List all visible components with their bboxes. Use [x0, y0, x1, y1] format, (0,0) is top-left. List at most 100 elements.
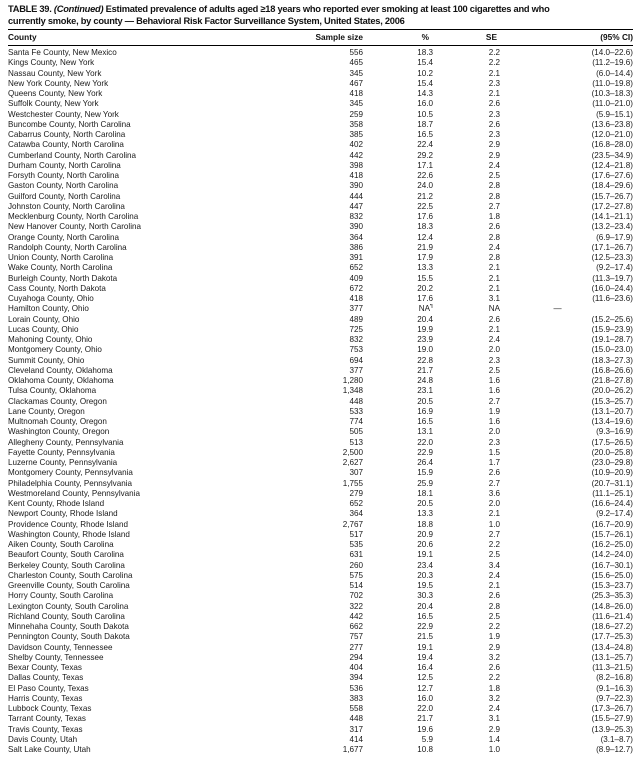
sample-size-cell: 505	[349, 427, 363, 437]
se-cell: 1.8	[488, 683, 500, 693]
table-row: Cabarrus County, North Carolina 385 16.5 2.…	[8, 130, 633, 140]
sample-size-cell: 345	[349, 68, 363, 78]
table-row: Philadelphia County, Pennsylvania 1,755 25…	[8, 479, 633, 489]
sample-size-cell: 517	[349, 529, 363, 539]
table-row: El Paso County, Texas 536 12.7 1.8 (9.1–16.3…	[8, 684, 633, 694]
percent-cell: 23.9	[417, 335, 433, 344]
se-cell: 1.6	[488, 417, 500, 426]
se-cell: 2.1	[488, 581, 500, 590]
county-cell: Luzerne County, Pennsylvania	[8, 458, 118, 467]
sample-size-cell: 322	[349, 601, 363, 611]
county-cell: Lane County, Oregon	[8, 406, 85, 416]
percent-cell: 19.4	[417, 652, 433, 662]
table-row: Richland County, South Carolina 442 16.5 2.…	[8, 612, 633, 622]
table-row: Luzerne County, Pennsylvania 2,627 26.4 1.7…	[8, 458, 633, 468]
se-cell: 2.3	[488, 78, 500, 88]
sample-size-cell: 394	[349, 673, 363, 683]
table-row: Salt Lake County, Utah 1,677 10.8 1.0 (8.9–1…	[8, 745, 633, 755]
table-row: Randolph County, North Carolina 386 21.9 2.…	[8, 243, 633, 253]
se-cell: 3.1	[488, 714, 500, 724]
ci-cell: (14.1–21.1)	[591, 212, 633, 221]
se-cell: 2.4	[488, 335, 500, 344]
table-row: Gaston County, North Carolina 390 24.0 2.8 (…	[8, 181, 633, 191]
se-cell: 1.7	[488, 458, 500, 467]
sample-size-cell: 725	[349, 324, 363, 334]
table-row: Clackamas County, Oregon 448 20.5 2.7 (15.3–…	[8, 397, 633, 407]
county-cell: Minnehaha County, South Dakota	[8, 622, 129, 631]
county-cell: New York County, New York	[8, 78, 109, 88]
ci-cell: (15.2–25.6)	[591, 314, 633, 324]
sample-size-cell: 385	[349, 130, 363, 139]
sample-size-cell: 391	[349, 253, 363, 262]
ci-cell: (12.0–21.0)	[591, 130, 633, 139]
table-row: Beaufort County, South Carolina 631 19.1 2.…	[8, 550, 633, 560]
column-header-county: County	[8, 29, 293, 46]
se-cell: 1.9	[488, 632, 500, 642]
county-cell: Fayette County, Pennsylvania	[8, 447, 115, 457]
ci-cell: (21.8–27.8)	[591, 376, 633, 385]
se-cell: 2.6	[488, 468, 500, 478]
ci-cell: (11.1–25.1)	[592, 488, 633, 498]
county-cell: Mahoning County, Ohio	[8, 335, 93, 344]
ci-cell: (6.9–17.9)	[596, 232, 633, 242]
sample-size-cell: 1,755	[342, 478, 363, 488]
table-row: Newport County, Rhode Island 364 13.3 2.1 (9…	[8, 509, 633, 519]
se-cell: 2.1	[488, 509, 500, 519]
table-row: Lucas County, Ohio 725 19.9 2.1 (15.9–23.9)	[8, 325, 633, 335]
county-cell: Lexington County, South Carolina	[8, 601, 129, 611]
sample-size-cell: 533	[349, 406, 363, 416]
sample-size-cell: 390	[349, 181, 363, 191]
table-row: Tulsa County, Oklahoma 1,348 23.1 1.6 (20.0–…	[8, 386, 633, 396]
sample-size-cell: 514	[349, 581, 363, 590]
county-cell: Randolph County, North Carolina	[8, 242, 127, 252]
table-row: Minnehaha County, South Dakota 662 22.9 2.2…	[8, 622, 633, 632]
sample-size-cell: 2,500	[342, 447, 363, 457]
se-cell: 1.4	[488, 734, 500, 744]
table-row: Washington County, Oregon 505 13.1 2.0 (9.3–…	[8, 427, 633, 437]
ci-cell: (15.3–25.7)	[591, 396, 633, 406]
percent-cell: 17.1	[417, 160, 433, 170]
percent-cell: 20.5	[417, 499, 433, 508]
sample-size-cell: 364	[349, 509, 363, 519]
sample-size-cell: 383	[349, 693, 363, 703]
ci-cell: (13.1–25.7)	[591, 652, 633, 662]
se-cell: 1.6	[488, 386, 500, 396]
table-row: Lexington County, South Carolina 322 20.4 2…	[8, 602, 633, 612]
sample-size-cell: 404	[349, 663, 363, 672]
table-row: Davidson County, Tennessee 277 19.1 2.9 (13.…	[8, 643, 633, 653]
se-cell: 2.5	[488, 365, 500, 375]
table-row: Cass County, North Dakota 672 20.2 2.1 (16.0…	[8, 284, 633, 294]
ci-cell: (18.3–27.3)	[591, 355, 633, 365]
ci-cell: (14.8–26.0)	[591, 601, 633, 611]
county-cell: Queens County, New York	[8, 89, 103, 98]
percent-cell: 12.7	[417, 683, 433, 693]
table-row: Hamilton County, Ohio 377 NA¶ NA —	[8, 304, 633, 314]
ci-cell: (11.6–23.6)	[592, 294, 633, 303]
ci-cell: (13.9–25.3)	[591, 724, 633, 734]
table-row: Kings County, New York 465 15.4 2.2 (11.2–19…	[8, 58, 633, 68]
county-cell: Santa Fe County, New Mexico	[8, 48, 117, 57]
se-cell: 2.1	[488, 324, 500, 334]
ci-cell: (9.7–22.3)	[596, 693, 633, 703]
ci-cell: (5.9–15.1)	[596, 109, 633, 119]
sample-size-cell: 414	[349, 734, 363, 744]
county-cell: Bexar County, Texas	[8, 663, 82, 672]
county-cell: Washington County, Oregon	[8, 427, 110, 437]
sample-size-cell: 465	[349, 58, 363, 68]
ci-cell: (17.2–27.8)	[591, 201, 633, 211]
county-cell: Johnston County, North Carolina	[8, 201, 125, 211]
county-cell: Berkeley County, South Carolina	[8, 560, 125, 570]
county-cell: Suffolk County, New York	[8, 99, 99, 109]
se-cell: 2.7	[488, 529, 500, 539]
percent-cell: 25.9	[417, 478, 433, 488]
county-cell: Cumberland County, North Carolina	[8, 150, 137, 160]
county-cell: Forsyth County, North Carolina	[8, 171, 119, 180]
county-cell: Cabarrus County, North Carolina	[8, 130, 126, 139]
column-header-se: SE	[433, 29, 500, 46]
se-cell: 1.6	[488, 376, 500, 385]
percent-cell: 18.8	[417, 519, 433, 529]
county-cell: Cuyahoga County, Ohio	[8, 294, 94, 303]
se-cell: 3.6	[488, 488, 500, 498]
se-cell: 1.5	[488, 447, 500, 457]
ci-cell: —	[553, 304, 562, 314]
